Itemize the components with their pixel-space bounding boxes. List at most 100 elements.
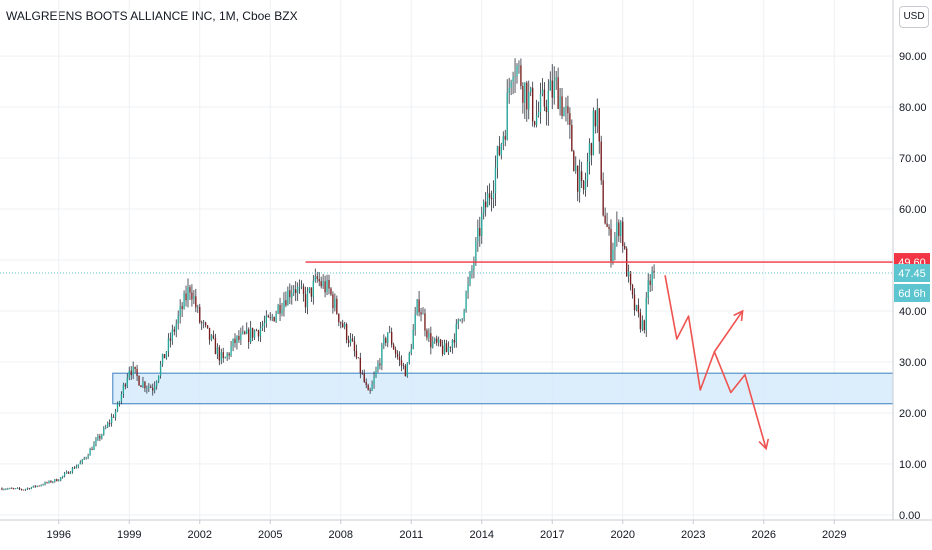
candle-body	[520, 65, 522, 87]
candle-body	[99, 436, 101, 439]
candle-body	[85, 457, 87, 459]
candle-body	[298, 286, 301, 288]
candle-body	[157, 375, 160, 382]
candle-body	[159, 364, 162, 376]
currency-button[interactable]: USD	[899, 6, 929, 28]
candle-body	[514, 75, 516, 77]
candle-body	[522, 86, 524, 103]
candle-body	[436, 338, 438, 343]
candle-body	[236, 335, 238, 344]
candle-body	[492, 193, 495, 200]
candle-body	[246, 329, 248, 334]
candle-body	[434, 338, 436, 342]
candle-body	[637, 305, 640, 313]
candle-body	[77, 464, 80, 467]
candle-body	[477, 227, 479, 242]
candle-body	[496, 146, 499, 168]
candle-body	[469, 272, 471, 284]
candle-body	[330, 288, 332, 295]
candle-body	[108, 423, 111, 424]
candle-body	[73, 467, 76, 469]
candle-body	[308, 287, 311, 292]
candle-body	[594, 110, 597, 127]
candle-body	[651, 271, 653, 285]
candle-body	[653, 271, 655, 273]
candle-body	[600, 141, 602, 181]
candle-body	[16, 488, 19, 489]
candle-body	[457, 320, 459, 325]
time-axis[interactable]: 1996 1999 2002 2005 2008 2011 2014 2017 2020 2023…	[47, 520, 847, 541]
candle-body	[132, 366, 134, 376]
candle-body	[561, 96, 563, 117]
candle-body	[230, 346, 232, 356]
candle-body	[616, 222, 618, 237]
candle-body	[504, 136, 506, 140]
candle-body	[28, 488, 31, 490]
candle-body	[610, 229, 612, 261]
candle-body	[387, 332, 389, 343]
projection-path	[664, 275, 767, 449]
candle-body	[105, 427, 107, 429]
candle-body	[220, 352, 222, 361]
candle-body	[598, 108, 600, 142]
candle-body	[631, 285, 634, 295]
candle-body	[392, 344, 395, 350]
candle-body	[486, 193, 489, 208]
candle-body	[416, 299, 418, 315]
candle-body	[410, 349, 412, 354]
candle-body	[253, 330, 256, 338]
candle-body	[249, 327, 252, 343]
candle-body	[459, 319, 461, 321]
candle-body	[155, 381, 158, 387]
candle-body	[343, 324, 346, 328]
candle-body	[359, 357, 362, 373]
candle-body	[596, 108, 598, 127]
candle-body	[248, 329, 250, 343]
candle-body	[9, 488, 11, 489]
candle-body	[87, 455, 89, 458]
candle-body	[120, 394, 123, 402]
candle-body	[163, 354, 166, 359]
symbol-title: WALGREENS BOOTS ALLIANCE INC, 1M, Cboe B…	[6, 9, 298, 23]
x-tick-label: 2011	[399, 529, 423, 541]
candle-body	[75, 466, 78, 469]
candle-body	[349, 338, 352, 343]
candle-body	[193, 296, 195, 300]
x-tick-label: 2029	[822, 529, 846, 541]
candle-body	[18, 488, 21, 490]
candle-body	[304, 294, 307, 308]
candle-body	[71, 467, 74, 473]
last-price-tag: 47.45	[898, 268, 926, 280]
candle-body	[557, 77, 559, 110]
candle-body	[267, 315, 269, 318]
candle-body	[355, 350, 358, 358]
candle-body	[565, 106, 567, 109]
candle-body	[361, 372, 363, 374]
candle-body	[516, 65, 518, 76]
candle-body	[173, 329, 175, 332]
candle-body	[218, 347, 221, 361]
candle-body	[11, 488, 13, 489]
candle-body	[122, 384, 125, 395]
candle-body	[316, 276, 318, 280]
candle-body	[528, 92, 530, 110]
candle-body	[402, 365, 405, 367]
candle-body	[275, 313, 277, 322]
candle-body	[165, 351, 168, 359]
y-tick-label: 90.00	[899, 51, 927, 63]
y-tick-label: 80.00	[899, 102, 927, 114]
candle-body	[224, 357, 226, 359]
candle-body	[353, 341, 356, 351]
candle-body	[336, 298, 338, 314]
candle-body	[287, 290, 289, 306]
candle-body	[490, 197, 493, 200]
y-tick-label: 10.00	[899, 459, 927, 471]
candle-body	[394, 349, 397, 354]
candle-body	[592, 110, 595, 156]
candle-body	[381, 344, 383, 366]
candle-body	[263, 323, 266, 327]
candle-body	[518, 65, 520, 67]
candle-body	[635, 305, 638, 311]
candle-body	[97, 436, 99, 440]
